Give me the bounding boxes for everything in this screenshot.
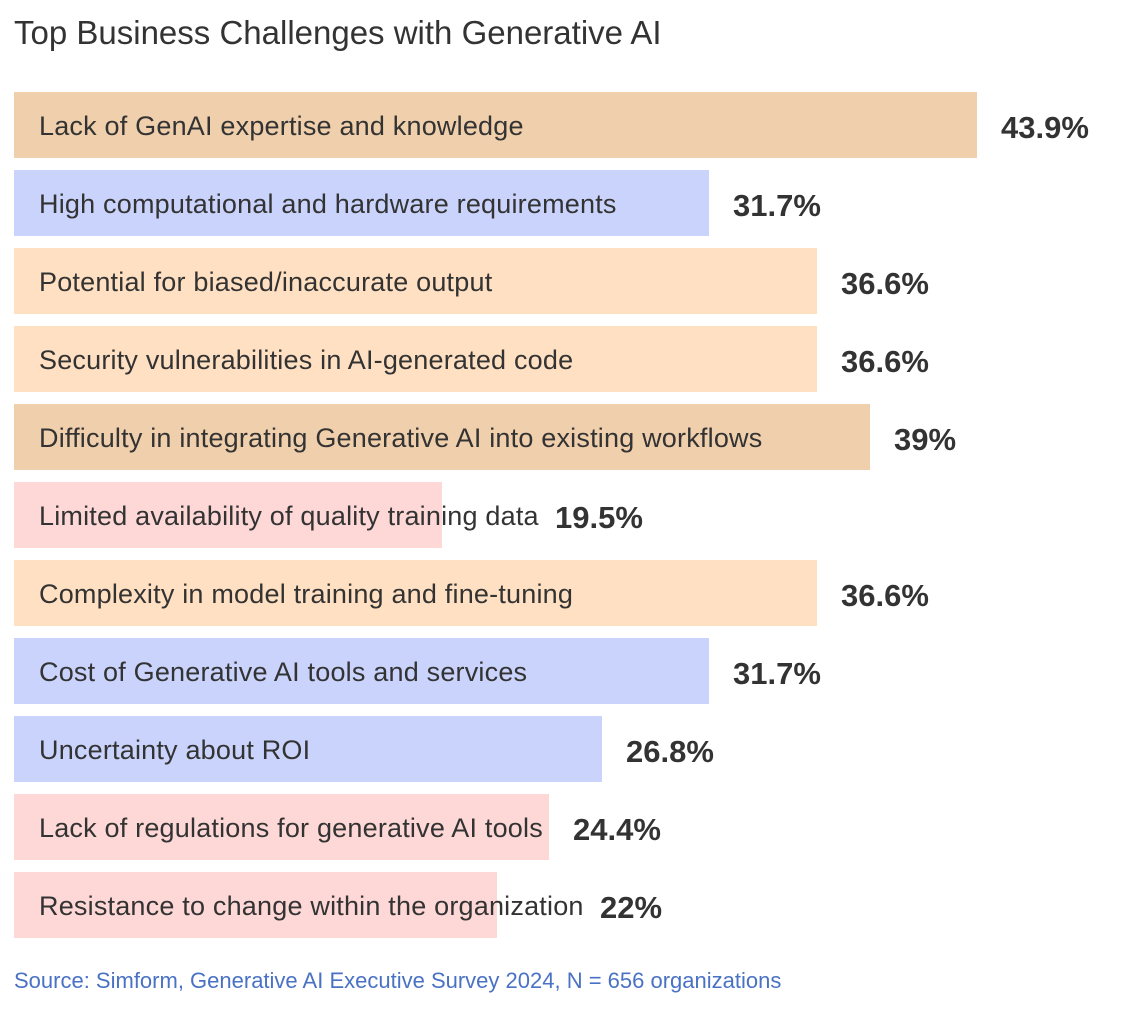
bar bbox=[14, 872, 497, 938]
bar-value-label: 36.6% bbox=[841, 344, 929, 379]
bar bbox=[14, 170, 709, 236]
bar-label: Security vulnerabilities in AI-generated… bbox=[39, 345, 574, 375]
bar-label: Uncertainty about ROI bbox=[39, 735, 311, 765]
bar-row: Complexity in model training and fine-tu… bbox=[14, 560, 1124, 626]
bar bbox=[14, 716, 602, 782]
bar-value-label: 36.6% bbox=[841, 266, 929, 301]
bar-label: Limited availability of quality training… bbox=[39, 501, 539, 531]
bar-label: Resistance to change within the organiza… bbox=[39, 891, 584, 921]
bar-label: Cost of Generative AI tools and services bbox=[39, 657, 528, 687]
bar-row: Difficulty in integrating Generative AI … bbox=[14, 404, 1124, 470]
bar-value-label: 31.7% bbox=[733, 656, 821, 691]
bar-label: High computational and hardware requirem… bbox=[39, 189, 617, 219]
bar-value-label: 19.5% bbox=[555, 500, 643, 535]
bar-row: Security vulnerabilities in AI-generated… bbox=[14, 326, 1124, 392]
bar-row: Cost of Generative AI tools and services… bbox=[14, 638, 1124, 704]
bar-value-label: 31.7% bbox=[733, 188, 821, 223]
bar-value-label: 24.4% bbox=[573, 812, 661, 847]
bar-row: Uncertainty about ROI 26.8% bbox=[14, 716, 1124, 782]
bar bbox=[14, 794, 549, 860]
bar-value-label: 36.6% bbox=[841, 578, 929, 613]
bar-row: Limited availability of quality training… bbox=[14, 482, 1124, 548]
bar-value-label: 39% bbox=[894, 422, 957, 457]
bar bbox=[14, 404, 870, 470]
bar-label: Complexity in model training and fine-tu… bbox=[39, 579, 574, 609]
bar-row: Potential for biased/inaccurate output 36… bbox=[14, 248, 1124, 314]
bar-row: Lack of regulations for generative AI to… bbox=[14, 794, 1124, 860]
bar bbox=[14, 482, 442, 548]
bar bbox=[14, 248, 817, 314]
bar bbox=[14, 92, 977, 158]
bar-row: Resistance to change within the organiza… bbox=[14, 872, 1124, 938]
bar-chart: Lack of GenAI expertise and knowledge 43.… bbox=[14, 92, 1124, 938]
bar-value-label: 26.8% bbox=[626, 734, 714, 769]
bar-label: Potential for biased/inaccurate output bbox=[39, 267, 493, 297]
bar-label: Difficulty in integrating Generative AI … bbox=[39, 423, 763, 453]
bar-label: Lack of regulations for generative AI to… bbox=[39, 813, 543, 843]
source-note: Source: Simform, Generative AI Executive… bbox=[14, 968, 782, 993]
bar bbox=[14, 638, 709, 704]
bar bbox=[14, 326, 817, 392]
bar-row: High computational and hardware requirem… bbox=[14, 170, 1124, 236]
bar-value-label: 22% bbox=[600, 890, 663, 925]
bar bbox=[14, 560, 817, 626]
bar-label: Lack of GenAI expertise and knowledge bbox=[39, 111, 524, 141]
bar-value-label: 43.9% bbox=[1001, 110, 1089, 145]
chart-title: Top Business Challenges with Generative … bbox=[14, 14, 662, 51]
bar-row: Lack of GenAI expertise and knowledge 43.… bbox=[14, 92, 1124, 158]
